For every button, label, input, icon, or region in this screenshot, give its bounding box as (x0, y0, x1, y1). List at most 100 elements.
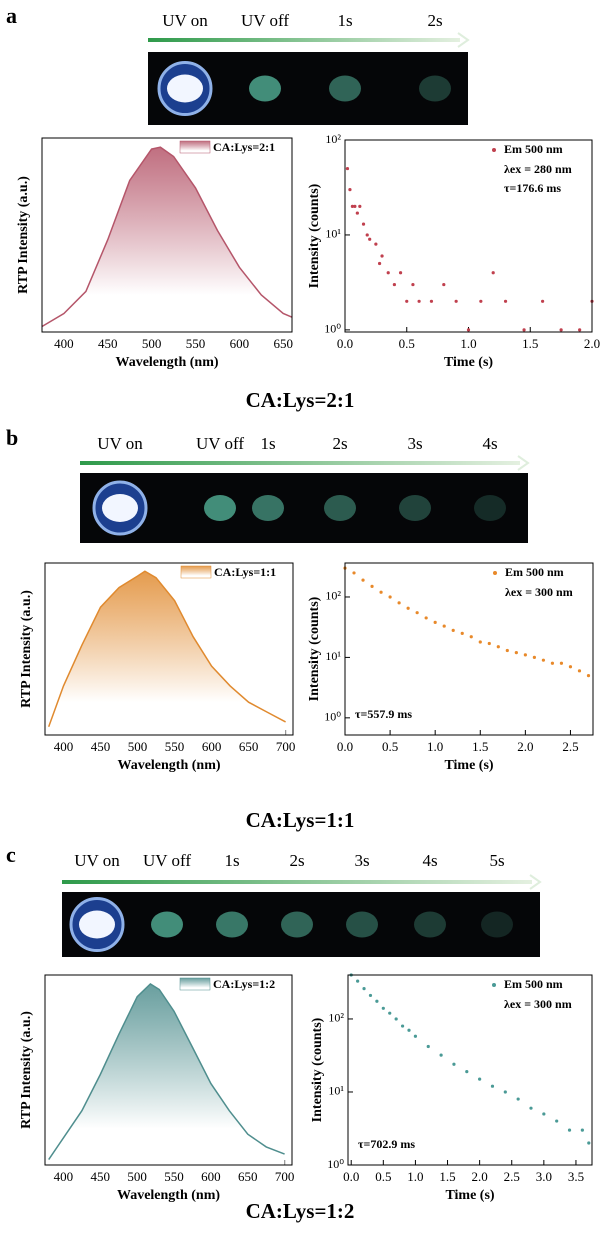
step-label: UV off (241, 11, 289, 30)
plot-frame (347, 974, 593, 1166)
point (352, 571, 356, 575)
x-tick-label: 550 (186, 336, 206, 351)
point (361, 222, 366, 226)
point (400, 1024, 405, 1028)
point (424, 616, 428, 620)
x-tick-label: 1.0 (407, 1169, 423, 1184)
point (392, 282, 396, 287)
sample-glow (324, 495, 356, 521)
x-tick-label: 450 (98, 336, 118, 351)
point (542, 1112, 546, 1116)
step-label: 2s (427, 11, 442, 30)
y-tick-label: 10¹ (325, 227, 341, 241)
point (368, 237, 372, 241)
annotation: λex = 280 nm (504, 162, 572, 176)
point (577, 669, 582, 673)
point (355, 211, 359, 215)
x-tick-label: 2.5 (562, 739, 578, 754)
point (433, 620, 437, 624)
x-tick-label: 0.0 (337, 336, 353, 351)
panel-label: c (6, 842, 16, 867)
line (48, 983, 285, 1161)
point (407, 1028, 411, 1032)
point (415, 611, 419, 615)
x-tick-label: 650 (238, 1169, 258, 1184)
legend-label: Em 500 nm (504, 142, 563, 156)
legend-label: CA:Lys=2:1 (213, 140, 275, 154)
step-label: 3s (407, 434, 422, 453)
x-axis-label: Time (s) (445, 1188, 494, 1203)
point (405, 299, 409, 303)
area (42, 147, 292, 332)
annotation: λex = 300 nm (504, 997, 572, 1011)
y-tick-label: 10² (325, 132, 341, 146)
sample-glow (399, 495, 431, 521)
point (460, 631, 464, 635)
x-tick-label: 550 (164, 1169, 184, 1184)
sample-glow (204, 495, 236, 521)
point (394, 1017, 398, 1021)
point (503, 1090, 507, 1094)
timeline-arrow (62, 880, 532, 884)
point (411, 282, 415, 287)
y-tick-label: 10¹ (325, 649, 341, 663)
legend-swatch (179, 140, 211, 154)
panel-caption: CA:Lys=2:1 (246, 388, 355, 412)
area (48, 984, 285, 1165)
annotation: λex = 300 nm (505, 585, 573, 599)
y-tick-label: 10² (328, 1011, 344, 1025)
point (380, 254, 384, 258)
timeline-arrow (148, 38, 460, 42)
legend-label: Em 500 nm (504, 977, 563, 991)
step-label: 4s (422, 851, 437, 870)
x-tick-label: 3.5 (568, 1169, 584, 1184)
legend-label: CA:Lys=1:1 (214, 565, 276, 579)
annotation: τ=176.6 ms (504, 181, 561, 195)
point (479, 299, 483, 303)
step-label: UV off (196, 434, 244, 453)
point (362, 987, 366, 991)
point (417, 299, 421, 303)
point (505, 648, 509, 653)
point (578, 328, 582, 332)
x-tick-label: 400 (54, 1169, 74, 1184)
point (348, 188, 352, 192)
panel-label: b (6, 425, 18, 450)
x-tick-label: 600 (230, 336, 250, 351)
point (358, 204, 362, 208)
point (503, 299, 508, 303)
step-label: 2s (289, 851, 304, 870)
line (41, 146, 293, 328)
x-tick-label: 0.0 (343, 1169, 359, 1184)
point (559, 328, 563, 332)
point (356, 979, 360, 983)
annotation: τ=557.9 ms (355, 707, 412, 721)
point (541, 299, 545, 303)
x-tick-label: 650 (273, 336, 293, 351)
x-tick-label: 2.0 (584, 336, 600, 351)
point (379, 590, 383, 594)
x-axis-label: Wavelength (nm) (115, 355, 218, 370)
x-tick-label: 600 (201, 1169, 221, 1184)
point (516, 1097, 520, 1101)
step-label: 2s (332, 434, 347, 453)
point (490, 1084, 495, 1088)
legend-marker (492, 983, 496, 987)
y-axis-label: RTP Intensity (a.u.) (19, 1011, 34, 1129)
point (345, 166, 350, 171)
x-tick-label: 2.5 (504, 1169, 520, 1184)
sample-glow (281, 911, 313, 938)
step-label: 1s (224, 851, 239, 870)
point (529, 1106, 533, 1110)
x-tick-label: 400 (54, 739, 74, 754)
x-tick-label: 1.5 (439, 1169, 455, 1184)
area (48, 571, 286, 735)
point (426, 1044, 430, 1049)
x-tick-label: 500 (127, 1169, 147, 1184)
point (454, 299, 458, 303)
point (532, 655, 536, 660)
point (370, 584, 374, 588)
point (541, 658, 546, 662)
y-axis-label: Intensity (counts) (307, 183, 322, 288)
point (466, 328, 471, 332)
